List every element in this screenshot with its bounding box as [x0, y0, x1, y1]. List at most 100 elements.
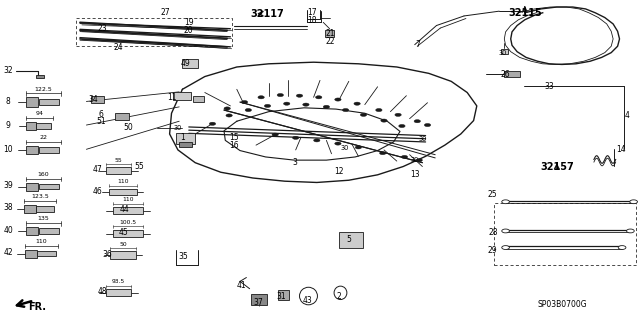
Bar [26, 227, 38, 235]
Circle shape [335, 98, 341, 101]
Bar [25, 249, 36, 258]
Circle shape [264, 104, 271, 108]
Bar [110, 251, 136, 259]
Bar [278, 290, 289, 300]
Text: 29: 29 [488, 246, 498, 255]
Text: 51: 51 [96, 117, 106, 126]
Circle shape [342, 108, 349, 112]
Text: 23: 23 [97, 24, 108, 33]
Text: 14: 14 [616, 145, 626, 154]
Bar [252, 294, 268, 306]
Text: 135: 135 [38, 217, 49, 221]
Text: 2: 2 [337, 292, 342, 301]
Circle shape [335, 142, 341, 145]
Circle shape [224, 107, 230, 110]
Text: 32115: 32115 [508, 8, 541, 18]
Bar [26, 183, 38, 191]
Circle shape [401, 155, 408, 159]
Text: 8: 8 [6, 97, 11, 106]
Text: 110: 110 [36, 239, 47, 244]
Circle shape [284, 102, 290, 105]
Text: 32117: 32117 [251, 9, 284, 19]
Text: 31: 31 [276, 292, 287, 300]
Bar [36, 123, 51, 129]
Circle shape [354, 102, 360, 105]
Circle shape [618, 246, 626, 249]
Text: 25: 25 [488, 190, 498, 199]
Bar [39, 147, 59, 153]
Text: 30: 30 [340, 145, 349, 151]
Text: 30: 30 [498, 50, 507, 56]
Circle shape [258, 96, 264, 99]
Bar [24, 205, 35, 213]
Bar [501, 49, 508, 54]
Circle shape [502, 200, 509, 204]
Text: 49: 49 [180, 59, 191, 68]
Text: 55: 55 [134, 162, 145, 171]
Bar [76, 18, 232, 46]
Text: 35: 35 [178, 252, 188, 261]
Bar [39, 184, 59, 189]
Bar [37, 251, 56, 256]
Circle shape [245, 108, 252, 112]
Bar [39, 228, 59, 234]
Text: 46: 46 [93, 187, 103, 196]
Text: 27: 27 [160, 8, 170, 17]
Bar [176, 133, 195, 144]
Text: 7: 7 [415, 40, 420, 48]
Bar [504, 71, 520, 77]
Text: SP03B0700G: SP03B0700G [537, 300, 587, 309]
Circle shape [395, 113, 401, 116]
Text: FR.: FR. [28, 302, 46, 312]
Text: 30: 30 [418, 136, 427, 142]
Text: 41: 41 [237, 281, 247, 290]
Text: 42: 42 [3, 248, 13, 257]
Text: 123.5: 123.5 [31, 194, 49, 199]
Text: 40: 40 [3, 226, 13, 235]
Text: 6: 6 [99, 110, 104, 119]
Bar [115, 113, 129, 120]
Text: 20: 20 [184, 26, 194, 35]
Text: 18: 18 [308, 16, 317, 25]
Text: 21: 21 [326, 29, 335, 38]
Circle shape [296, 94, 303, 97]
Text: 122.5: 122.5 [35, 86, 52, 92]
Bar [325, 30, 335, 37]
Text: 50: 50 [123, 123, 133, 132]
Circle shape [360, 113, 367, 116]
Text: 43: 43 [302, 296, 312, 305]
Text: 26: 26 [500, 70, 511, 78]
Bar [26, 97, 38, 107]
Bar [39, 99, 59, 105]
Text: 5: 5 [346, 235, 351, 244]
Text: 9: 9 [6, 121, 11, 130]
Bar [339, 232, 363, 248]
Circle shape [241, 100, 248, 104]
Text: 45: 45 [118, 228, 129, 237]
Bar [179, 142, 192, 146]
Text: 33: 33 [544, 82, 554, 91]
Text: 38: 38 [3, 204, 13, 212]
Bar [36, 75, 44, 78]
Text: 13: 13 [410, 170, 420, 179]
Text: 24: 24 [113, 43, 124, 52]
Bar [173, 92, 191, 100]
Text: 110: 110 [122, 197, 134, 202]
Text: 32157: 32157 [540, 162, 573, 173]
Circle shape [226, 114, 232, 117]
Text: 3: 3 [292, 158, 297, 167]
Circle shape [277, 93, 284, 97]
Text: 50: 50 [119, 241, 127, 247]
Text: 47: 47 [93, 165, 103, 174]
Text: 16: 16 [228, 141, 239, 150]
Text: 19: 19 [184, 18, 194, 27]
Text: 17: 17 [307, 8, 317, 17]
Bar [193, 96, 204, 102]
Text: 22: 22 [40, 135, 47, 140]
Bar [182, 59, 198, 68]
Circle shape [209, 122, 216, 125]
Circle shape [502, 246, 509, 249]
Circle shape [355, 146, 362, 149]
Bar [106, 167, 131, 174]
Text: 94: 94 [36, 111, 44, 116]
